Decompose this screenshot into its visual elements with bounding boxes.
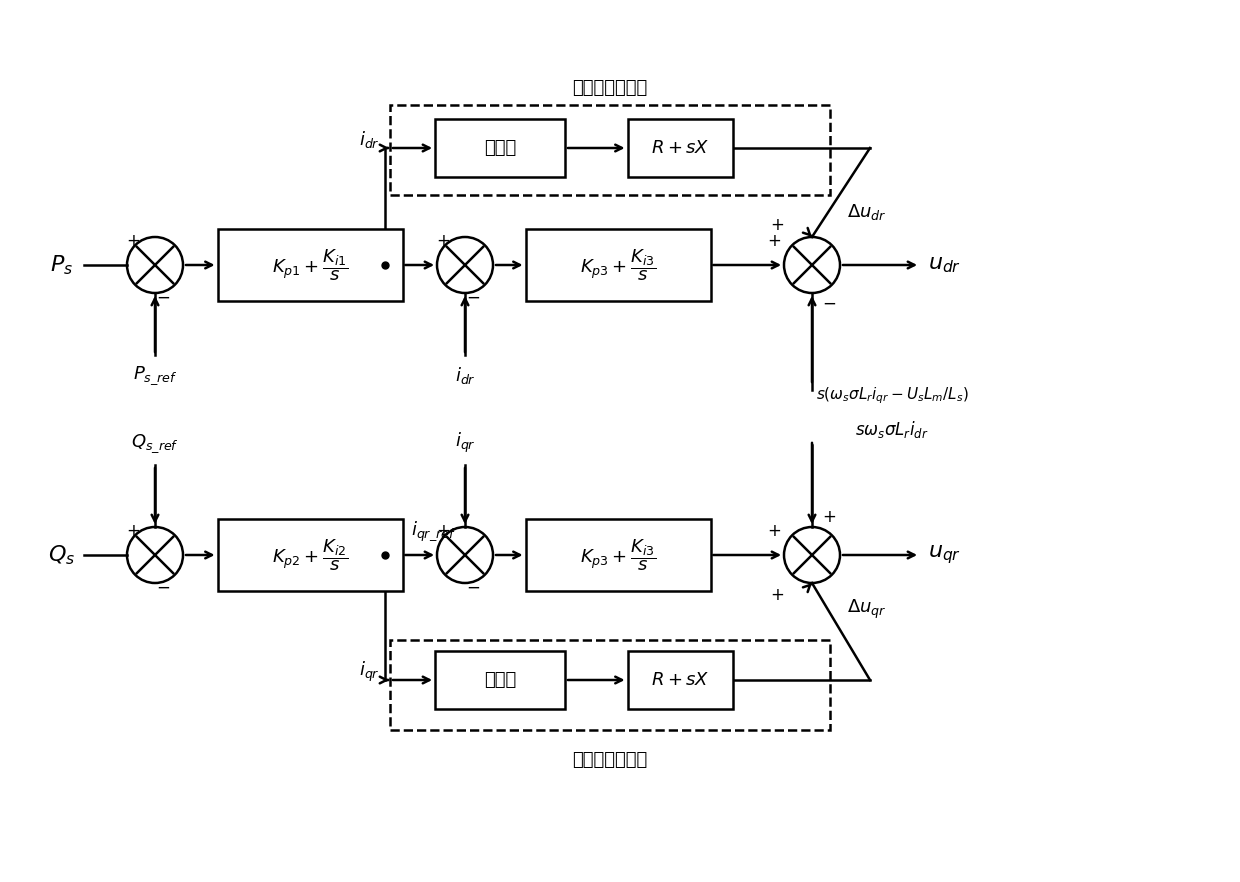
Text: $s\left(\omega_s\sigma L_r i_{qr}-U_s L_m / L_s\right)$: $s\left(\omega_s\sigma L_r i_{qr}-U_s L_… — [816, 385, 968, 406]
Text: $+$: $+$ — [770, 216, 784, 234]
Text: $u_{dr}$: $u_{dr}$ — [928, 255, 961, 275]
Text: $-$: $-$ — [822, 294, 836, 312]
Text: $+$: $+$ — [822, 508, 836, 526]
Text: $R+sX$: $R+sX$ — [651, 671, 709, 689]
Text: $i_{dr}$: $i_{dr}$ — [360, 130, 379, 151]
FancyBboxPatch shape — [217, 229, 403, 301]
Text: $K_{p3}+\dfrac{K_{i3}}{s}$: $K_{p3}+\dfrac{K_{i3}}{s}$ — [580, 247, 656, 283]
Text: $s\omega_s\sigma L_r i_{dr}$: $s\omega_s\sigma L_r i_{dr}$ — [856, 419, 929, 440]
Text: $i_{qr\_ref}$: $i_{qr\_ref}$ — [410, 519, 456, 543]
Text: 虚拟阻抗控制器: 虚拟阻抗控制器 — [573, 751, 647, 769]
Text: $-$: $-$ — [466, 578, 480, 596]
Text: $-$: $-$ — [156, 578, 170, 596]
Text: $u_{qr}$: $u_{qr}$ — [928, 543, 961, 566]
Text: $+$: $+$ — [126, 522, 140, 540]
Text: $P_{s\_ref}$: $P_{s\_ref}$ — [133, 365, 177, 387]
FancyBboxPatch shape — [435, 119, 565, 177]
Text: $+$: $+$ — [126, 232, 140, 250]
Text: 虚拟阻抗控制器: 虚拟阻抗控制器 — [573, 79, 647, 97]
Text: $\Delta u_{dr}$: $\Delta u_{dr}$ — [847, 202, 887, 222]
Text: $\Delta u_{qr}$: $\Delta u_{qr}$ — [847, 598, 887, 621]
Text: $R+sX$: $R+sX$ — [651, 139, 709, 157]
Text: $i_{qr}$: $i_{qr}$ — [455, 430, 475, 455]
FancyBboxPatch shape — [526, 229, 711, 301]
Text: 滤波器: 滤波器 — [484, 139, 516, 157]
Text: $-$: $-$ — [466, 288, 480, 306]
FancyBboxPatch shape — [627, 651, 733, 709]
Text: $-$: $-$ — [156, 288, 170, 306]
FancyBboxPatch shape — [627, 119, 733, 177]
FancyBboxPatch shape — [526, 519, 711, 591]
Text: $+$: $+$ — [436, 522, 450, 540]
Text: $Q_s$: $Q_s$ — [48, 543, 76, 567]
Text: $K_{p2}+\dfrac{K_{i2}}{s}$: $K_{p2}+\dfrac{K_{i2}}{s}$ — [272, 537, 348, 572]
Text: $i_{dr}$: $i_{dr}$ — [455, 365, 475, 386]
Text: $+$: $+$ — [770, 586, 784, 604]
Text: $K_{p1}+\dfrac{K_{i1}}{s}$: $K_{p1}+\dfrac{K_{i1}}{s}$ — [272, 247, 348, 283]
Text: 滤波器: 滤波器 — [484, 671, 516, 689]
Text: $K_{p3}+\dfrac{K_{i3}}{s}$: $K_{p3}+\dfrac{K_{i3}}{s}$ — [580, 537, 656, 572]
Text: $+$: $+$ — [436, 232, 450, 250]
FancyBboxPatch shape — [435, 651, 565, 709]
Text: $+$: $+$ — [766, 232, 781, 250]
Text: $+$: $+$ — [766, 522, 781, 540]
Text: $Q_{s\_ref}$: $Q_{s\_ref}$ — [131, 432, 179, 455]
Text: $i_{qr}$: $i_{qr}$ — [360, 660, 379, 684]
FancyBboxPatch shape — [217, 519, 403, 591]
Text: $P_s$: $P_s$ — [51, 253, 73, 277]
